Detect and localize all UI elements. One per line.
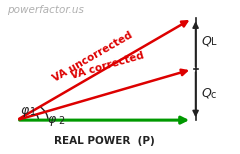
Text: REAL POWER  (P): REAL POWER (P) [54, 136, 155, 146]
Text: c: c [211, 90, 216, 100]
Text: VA corrected: VA corrected [70, 51, 145, 81]
Text: Q: Q [202, 34, 211, 47]
Text: powerfactor.us: powerfactor.us [7, 5, 84, 15]
Text: VA uncorrected: VA uncorrected [51, 30, 134, 84]
Text: 2: 2 [58, 116, 64, 126]
Text: φ: φ [48, 113, 56, 126]
Text: L: L [211, 37, 216, 47]
Text: φ: φ [20, 104, 28, 117]
Text: Q: Q [202, 87, 211, 100]
Text: 1: 1 [30, 107, 36, 117]
